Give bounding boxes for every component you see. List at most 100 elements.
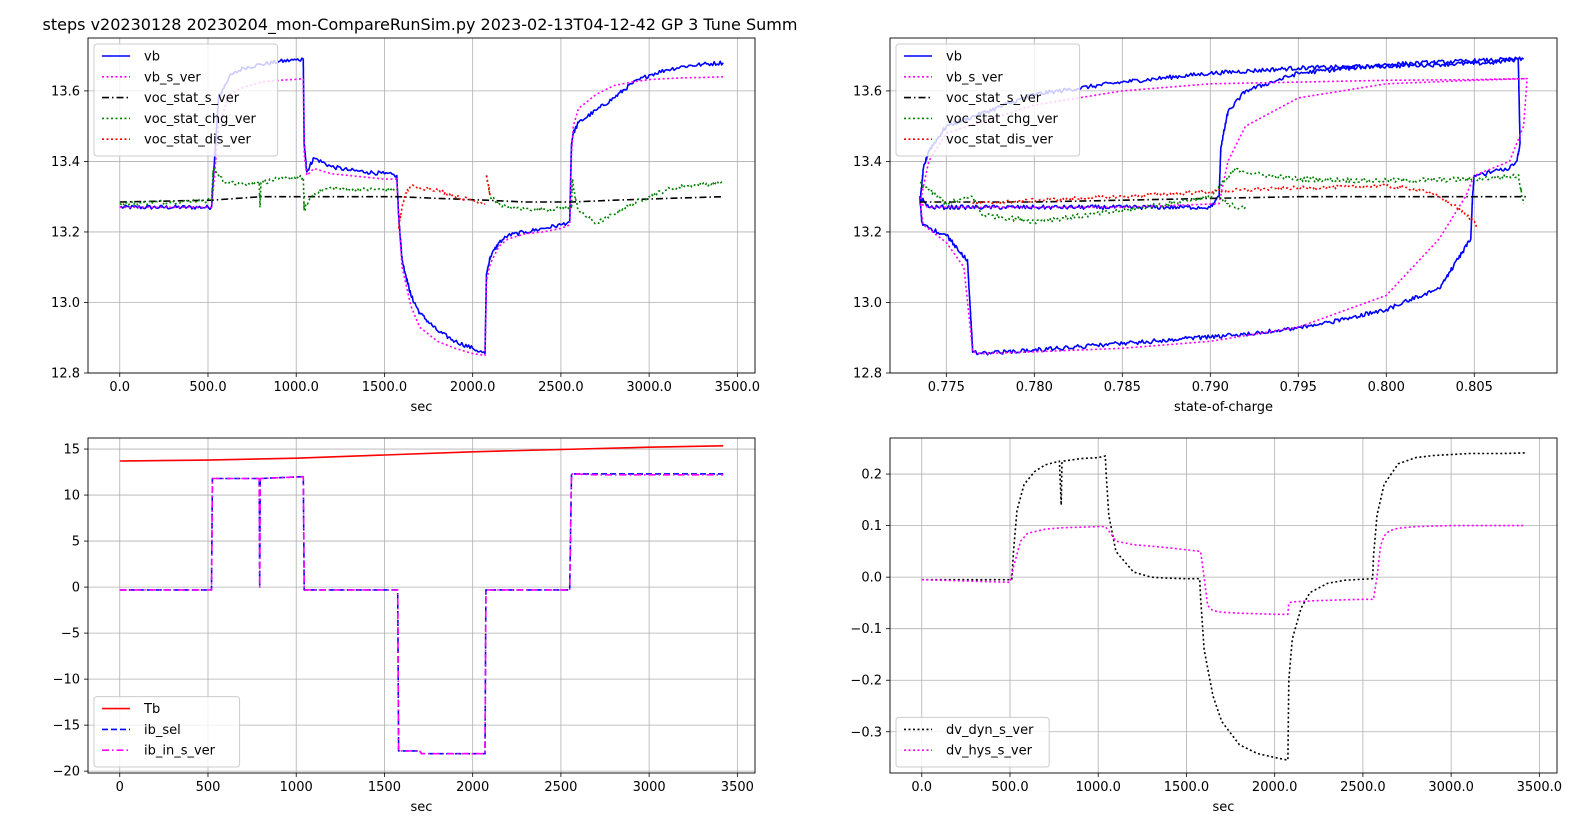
y-tick-label: 13.0 <box>51 296 80 311</box>
series-line-voc_stat_chg_ver <box>485 174 724 225</box>
y-tick-label: 5 <box>72 535 80 550</box>
x-tick-label: 3000.0 <box>1428 780 1474 795</box>
x-tick-label: 2000.0 <box>450 380 496 395</box>
subplot-current-temp: 0 500 1000 1500 2000 2500 3000 3500 −20 −15 −10 −5 0… <box>53 437 756 815</box>
legend-label-voc_stat_dis_ver: voc_stat_dis_ver <box>946 133 1054 148</box>
x-tick-label: 1000 <box>280 780 313 795</box>
x-tick-label: 0.795 <box>1280 380 1317 395</box>
legend-label-voc_stat_s_ver: voc_stat_s_ver <box>144 91 240 106</box>
x-tick-label: 500 <box>196 780 221 795</box>
y-tick-label: 0.1 <box>861 519 882 534</box>
x-tick-label: 2500.0 <box>538 380 584 395</box>
x-tick-label: 3500 <box>721 780 754 795</box>
x-tick-label: 1500.0 <box>1164 780 1210 795</box>
y-tick-label: −0.3 <box>850 725 882 740</box>
legend: dv_dyn_s_ver dv_hys_s_ver <box>895 716 1050 768</box>
y-tick-label: −10 <box>53 673 80 688</box>
plot-area <box>119 445 724 755</box>
axes-frame <box>889 437 1558 774</box>
x-tick-label: 2000.0 <box>1252 780 1298 795</box>
x-axis-label: sec <box>411 400 433 415</box>
legend-label-vb: vb <box>946 50 962 65</box>
y-tick-label: 0.2 <box>861 468 882 483</box>
legend-label-dv_dyn_s_ver: dv_dyn_s_ver <box>946 723 1034 738</box>
legend-label-voc_stat_dis_ver: voc_stat_dis_ver <box>144 133 252 148</box>
legend-label-ib_sel: ib_sel <box>144 723 181 738</box>
plot-area <box>921 452 1526 761</box>
subplot-vb-vs-soc: 0.775 0.780 0.785 0.790 0.795 0.800 0.805 12.8 1… <box>853 37 1558 415</box>
series-line-dv_hys_s_ver <box>921 524 1526 616</box>
y-tick-label: 13.6 <box>853 84 882 99</box>
y-tick-label: 15 <box>63 443 80 458</box>
x-tick-label: 0.780 <box>1016 380 1053 395</box>
x-tick-label: 500.0 <box>991 780 1028 795</box>
legend-frame <box>93 696 241 768</box>
x-tick-label: 2500 <box>544 780 577 795</box>
series-line-vb <box>919 56 1525 356</box>
legend-frame <box>895 716 1050 768</box>
x-tick-label: 2000 <box>456 780 489 795</box>
x-axis-label: sec <box>411 800 433 815</box>
y-tick-label: 13.6 <box>51 84 80 99</box>
legend-label-vb_s_ver: vb_s_ver <box>144 70 201 85</box>
legend-label-voc_stat_chg_ver: voc_stat_chg_ver <box>144 112 257 127</box>
axes-frame <box>87 37 756 374</box>
x-tick-label: 0.790 <box>1192 380 1229 395</box>
series-line-voc_stat_s_ver <box>919 195 1528 203</box>
series-line-voc_stat_chg_ver <box>1218 196 1247 210</box>
y-tick-label: 12.8 <box>51 367 80 382</box>
x-tick-label: 3000.0 <box>626 380 672 395</box>
x-tick-label: 0.775 <box>928 380 965 395</box>
y-tick-label: −15 <box>53 719 80 734</box>
x-tick-label: 1500.0 <box>362 380 408 395</box>
series-line-voc_stat_dis_ver <box>972 183 1479 230</box>
legend-frame <box>93 43 279 157</box>
y-tick-label: 13.0 <box>853 296 882 311</box>
y-tick-label: 10 <box>63 489 80 504</box>
x-tick-label: 0.0 <box>109 380 130 395</box>
subplot-dv: 0.0 500.0 1000.0 1500.0 2000.0 2500.0 3000.0 35… <box>850 437 1563 815</box>
series-line-Tb <box>119 445 724 462</box>
legend-label-voc_stat_s_ver: voc_stat_s_ver <box>946 91 1042 106</box>
x-tick-label: 1500 <box>368 780 401 795</box>
legend-label-vb_s_ver: vb_s_ver <box>946 70 1003 85</box>
plot-area <box>919 56 1528 356</box>
series-line-ib_in_s_ver <box>119 473 724 755</box>
y-tick-label: −20 <box>53 765 80 780</box>
y-tick-label: 13.2 <box>853 225 882 240</box>
x-tick-label: 0.785 <box>1104 380 1141 395</box>
x-tick-label: 3000 <box>633 780 666 795</box>
x-tick-label: 0 <box>116 780 124 795</box>
legend-label-dv_hys_s_ver: dv_hys_s_ver <box>946 744 1033 759</box>
legend-label-ib_in_s_ver: ib_in_s_ver <box>144 744 216 759</box>
legend-label-vb: vb <box>144 50 160 65</box>
y-tick-label: −0.2 <box>850 674 882 689</box>
x-tick-label: 500.0 <box>189 380 226 395</box>
x-tick-label: 1000.0 <box>273 380 319 395</box>
x-tick-label: 0.0 <box>911 780 932 795</box>
x-axis-label: sec <box>1213 800 1235 815</box>
axes-frame <box>889 37 1558 374</box>
y-tick-label: −5 <box>61 627 80 642</box>
axes-frame <box>87 437 756 774</box>
y-tick-label: 13.4 <box>51 155 80 170</box>
legend-frame <box>895 43 1081 157</box>
legend: Tb ib_sel ib_in_s_ver <box>93 696 241 768</box>
x-tick-label: 0.800 <box>1368 380 1405 395</box>
legend-label-Tb: Tb <box>143 702 160 717</box>
x-axis-label: state-of-charge <box>1174 400 1273 415</box>
y-tick-label: −0.1 <box>850 622 882 637</box>
series-line-vb_s_ver <box>919 77 1528 355</box>
legend: vb vb_s_ver voc_stat_s_ver voc_stat_chg_ver… <box>895 43 1081 157</box>
y-tick-label: 13.4 <box>853 155 882 170</box>
series-line-voc_stat_dis_ver <box>398 184 486 230</box>
x-tick-label: 0.805 <box>1456 380 1493 395</box>
y-tick-label: 0 <box>72 581 80 596</box>
series-line-voc_stat_dis_ver <box>485 175 492 197</box>
x-tick-label: 2500.0 <box>1340 780 1386 795</box>
legend-label-voc_stat_chg_ver: voc_stat_chg_ver <box>946 112 1059 127</box>
series-line-voc_stat_chg_ver <box>119 167 398 212</box>
y-tick-label: 13.2 <box>51 225 80 240</box>
x-tick-label: 3500.0 <box>1517 780 1563 795</box>
